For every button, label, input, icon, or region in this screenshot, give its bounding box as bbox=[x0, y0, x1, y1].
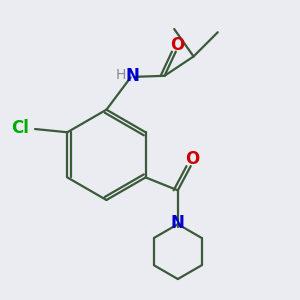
Text: O: O bbox=[170, 35, 184, 53]
Text: N: N bbox=[125, 67, 139, 85]
Text: O: O bbox=[185, 150, 199, 168]
Text: H: H bbox=[115, 68, 125, 82]
Text: Cl: Cl bbox=[11, 119, 28, 137]
Text: N: N bbox=[171, 214, 185, 232]
